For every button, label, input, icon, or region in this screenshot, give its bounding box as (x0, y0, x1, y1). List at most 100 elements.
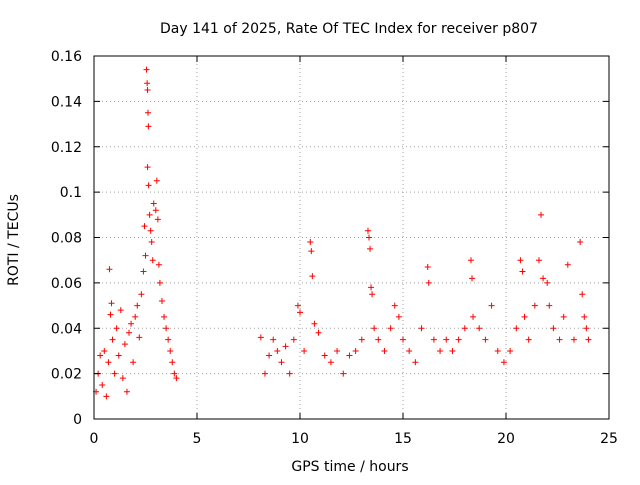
data-point (437, 347, 444, 354)
data-point (167, 347, 174, 354)
data-point (105, 359, 112, 366)
data-point (443, 336, 450, 343)
y-tick-label: 0.04 (51, 321, 82, 337)
data-point (400, 336, 406, 343)
data-point (424, 263, 431, 270)
data-point (108, 300, 115, 307)
data-point (311, 320, 318, 327)
data-point (121, 341, 128, 348)
data-point (301, 347, 308, 354)
data-point (461, 325, 468, 332)
data-point (371, 325, 378, 332)
data-point (581, 313, 588, 320)
data-point (525, 336, 532, 343)
data-point (585, 336, 592, 343)
grid-layer (94, 56, 609, 419)
data-point (128, 320, 135, 327)
data-point (134, 302, 141, 309)
data-point (315, 329, 322, 336)
data-point (106, 266, 113, 273)
data-point (109, 336, 116, 343)
axes-layer: 0 5 10 15 20 25 0 0.02 0.04 0.06 0.08 0.1 0.12 0.14 0.… (51, 49, 618, 447)
data-point (115, 352, 122, 359)
data-point (406, 347, 413, 354)
y-tick-label: 0.14 (51, 94, 82, 110)
data-point (544, 279, 551, 286)
data-point (274, 347, 281, 354)
y-tick-label: 0.08 (51, 231, 82, 247)
data-point (290, 336, 297, 343)
data-point (101, 347, 108, 354)
data-point (294, 302, 301, 309)
marks-layer (93, 66, 592, 400)
data-point (369, 291, 376, 298)
data-point (538, 211, 545, 218)
data-point (113, 325, 120, 332)
data-point (145, 123, 152, 130)
data-point (488, 302, 495, 309)
data-point (145, 182, 152, 189)
data-point (546, 302, 553, 309)
data-point (282, 343, 289, 350)
data-point (146, 211, 153, 218)
data-point (143, 66, 150, 73)
data-point (136, 334, 143, 341)
data-point (270, 336, 277, 343)
data-point (144, 109, 151, 116)
data-point (334, 347, 341, 354)
x-tick-label: 0 (90, 431, 99, 447)
chart-title: Day 141 of 2025, Rate Of TEC Index for r… (160, 21, 538, 37)
data-point (152, 207, 159, 214)
data-point (144, 87, 151, 94)
data-point (286, 370, 293, 377)
data-point (469, 275, 476, 282)
data-point (161, 313, 168, 320)
data-point (119, 375, 126, 382)
data-point (579, 291, 586, 298)
data-point (140, 268, 147, 275)
data-point (141, 223, 148, 230)
data-point (482, 336, 489, 343)
x-tick-label: 5 (193, 431, 202, 447)
data-point (425, 279, 432, 286)
data-point (368, 284, 375, 291)
y-tick-label: 0.1 (60, 185, 82, 201)
plot-frame (93, 55, 610, 420)
data-point (467, 257, 474, 264)
data-point (165, 336, 172, 343)
y-tick-label: 0.02 (51, 367, 82, 383)
data-point (577, 239, 584, 246)
data-point (540, 275, 547, 282)
x-tick-label: 20 (497, 431, 515, 447)
x-tick-label: 10 (291, 431, 309, 447)
x-axis-title: GPS time / hours (291, 459, 408, 475)
data-point (261, 370, 268, 377)
data-point (149, 257, 156, 264)
data-point (148, 239, 155, 246)
data-point (278, 359, 285, 366)
data-point (153, 177, 160, 184)
data-point (346, 352, 353, 359)
data-point (321, 352, 328, 359)
data-point (507, 347, 514, 354)
y-tick-label: 0.12 (51, 140, 82, 156)
data-point (531, 302, 538, 309)
data-point (564, 261, 571, 268)
data-point (308, 248, 315, 255)
data-point (500, 359, 507, 366)
data-point (147, 227, 154, 234)
data-point (364, 227, 371, 234)
data-point (117, 307, 124, 314)
data-point (395, 313, 402, 320)
data-point (352, 347, 359, 354)
data-point (158, 298, 165, 305)
data-point (570, 336, 577, 343)
data-point (309, 273, 316, 280)
y-tick-label: 0 (73, 412, 82, 428)
data-point (455, 336, 462, 343)
y-axis-title: ROTI / TECUs (6, 194, 22, 286)
data-point (418, 325, 425, 332)
data-point (169, 359, 176, 366)
data-point (470, 313, 477, 320)
